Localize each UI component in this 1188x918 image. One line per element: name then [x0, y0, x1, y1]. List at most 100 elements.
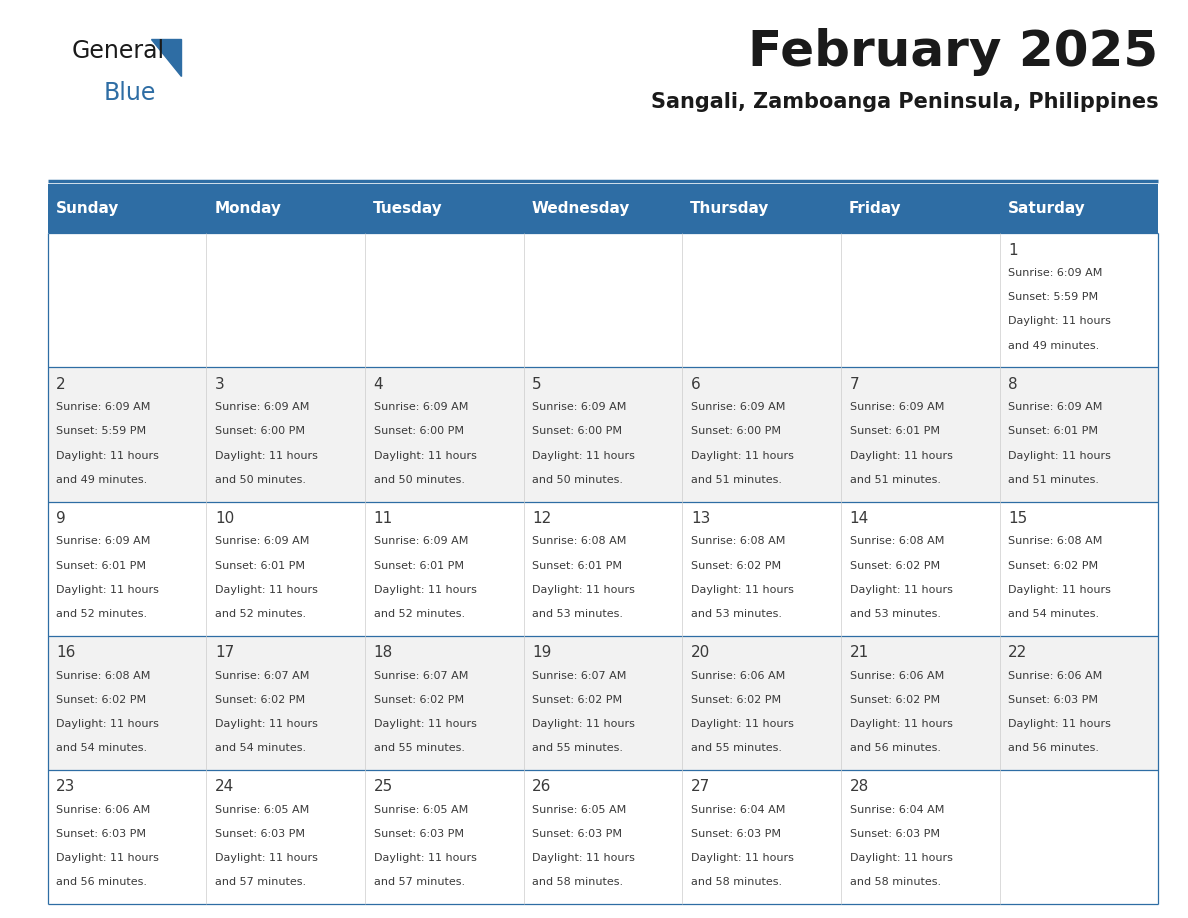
Text: Daylight: 11 hours: Daylight: 11 hours: [532, 451, 636, 461]
Text: 14: 14: [849, 511, 868, 526]
Text: Daylight: 11 hours: Daylight: 11 hours: [532, 853, 636, 863]
Text: Sunrise: 6:05 AM: Sunrise: 6:05 AM: [532, 805, 626, 815]
Text: Daylight: 11 hours: Daylight: 11 hours: [215, 585, 318, 595]
Bar: [682, 184, 841, 233]
Text: Monday: Monday: [214, 201, 282, 216]
Text: Daylight: 11 hours: Daylight: 11 hours: [373, 451, 476, 461]
Text: Sunrise: 6:09 AM: Sunrise: 6:09 AM: [691, 402, 785, 412]
Text: 17: 17: [215, 645, 234, 660]
Text: 4: 4: [373, 376, 384, 392]
Text: Daylight: 11 hours: Daylight: 11 hours: [56, 585, 159, 595]
Text: 19: 19: [532, 645, 551, 660]
Text: and 57 minutes.: and 57 minutes.: [373, 878, 465, 888]
Text: 7: 7: [849, 376, 859, 392]
Bar: [48, 233, 1158, 367]
Text: 2: 2: [56, 376, 65, 392]
Text: Blue: Blue: [103, 81, 156, 105]
Bar: [48, 367, 1158, 501]
Bar: [365, 184, 524, 233]
Text: Sunrise: 6:04 AM: Sunrise: 6:04 AM: [849, 805, 944, 815]
Text: Sunrise: 6:06 AM: Sunrise: 6:06 AM: [849, 671, 944, 681]
Text: Sunrise: 6:05 AM: Sunrise: 6:05 AM: [215, 805, 309, 815]
Text: Sunset: 6:01 PM: Sunset: 6:01 PM: [215, 561, 305, 571]
Text: and 52 minutes.: and 52 minutes.: [56, 609, 147, 619]
Bar: [48, 636, 1158, 770]
Text: Sunset: 6:03 PM: Sunset: 6:03 PM: [215, 829, 305, 839]
Text: and 51 minutes.: and 51 minutes.: [1009, 475, 1099, 485]
Text: Sunset: 6:02 PM: Sunset: 6:02 PM: [691, 695, 781, 705]
Text: and 51 minutes.: and 51 minutes.: [849, 475, 941, 485]
Text: and 58 minutes.: and 58 minutes.: [532, 878, 624, 888]
Text: Sunrise: 6:09 AM: Sunrise: 6:09 AM: [215, 536, 309, 546]
Text: Daylight: 11 hours: Daylight: 11 hours: [691, 853, 794, 863]
Text: Daylight: 11 hours: Daylight: 11 hours: [373, 853, 476, 863]
Text: Sunrise: 6:05 AM: Sunrise: 6:05 AM: [373, 805, 468, 815]
Text: Sunset: 6:02 PM: Sunset: 6:02 PM: [1009, 561, 1099, 571]
Text: and 54 minutes.: and 54 minutes.: [1009, 609, 1099, 619]
Text: 27: 27: [691, 779, 710, 794]
Text: Daylight: 11 hours: Daylight: 11 hours: [56, 719, 159, 729]
Text: and 50 minutes.: and 50 minutes.: [373, 475, 465, 485]
Bar: [999, 184, 1158, 233]
Text: and 56 minutes.: and 56 minutes.: [849, 744, 941, 753]
Text: and 55 minutes.: and 55 minutes.: [532, 744, 624, 753]
Text: Daylight: 11 hours: Daylight: 11 hours: [849, 451, 953, 461]
Text: 25: 25: [373, 779, 393, 794]
Text: Sunset: 6:02 PM: Sunset: 6:02 PM: [532, 695, 623, 705]
Text: Sunrise: 6:07 AM: Sunrise: 6:07 AM: [532, 671, 627, 681]
Bar: [48, 184, 207, 233]
Bar: [841, 184, 999, 233]
Text: and 58 minutes.: and 58 minutes.: [691, 878, 782, 888]
Text: Daylight: 11 hours: Daylight: 11 hours: [849, 585, 953, 595]
Text: Sunset: 6:01 PM: Sunset: 6:01 PM: [373, 561, 463, 571]
Text: Sunrise: 6:06 AM: Sunrise: 6:06 AM: [56, 805, 151, 815]
Text: Daylight: 11 hours: Daylight: 11 hours: [215, 719, 318, 729]
Text: 12: 12: [532, 511, 551, 526]
Text: Sunset: 6:02 PM: Sunset: 6:02 PM: [56, 695, 146, 705]
Text: Daylight: 11 hours: Daylight: 11 hours: [849, 719, 953, 729]
Text: Sunset: 6:01 PM: Sunset: 6:01 PM: [56, 561, 146, 571]
Text: 8: 8: [1009, 376, 1018, 392]
Text: 23: 23: [56, 779, 76, 794]
Text: Daylight: 11 hours: Daylight: 11 hours: [56, 853, 159, 863]
Text: and 53 minutes.: and 53 minutes.: [532, 609, 624, 619]
Text: and 53 minutes.: and 53 minutes.: [691, 609, 782, 619]
Text: Sunrise: 6:09 AM: Sunrise: 6:09 AM: [215, 402, 309, 412]
Polygon shape: [151, 39, 181, 76]
Text: Sunrise: 6:09 AM: Sunrise: 6:09 AM: [373, 536, 468, 546]
Text: Daylight: 11 hours: Daylight: 11 hours: [691, 451, 794, 461]
Text: General: General: [71, 39, 164, 63]
Text: Sunset: 6:02 PM: Sunset: 6:02 PM: [373, 695, 463, 705]
Text: Thursday: Thursday: [690, 201, 770, 216]
Text: Sunrise: 6:08 AM: Sunrise: 6:08 AM: [1009, 536, 1102, 546]
Text: Sunset: 6:00 PM: Sunset: 6:00 PM: [215, 427, 305, 436]
Text: Sunrise: 6:09 AM: Sunrise: 6:09 AM: [1009, 402, 1102, 412]
Text: Sunset: 6:02 PM: Sunset: 6:02 PM: [849, 561, 940, 571]
Bar: [524, 184, 682, 233]
Text: Sunset: 6:01 PM: Sunset: 6:01 PM: [532, 561, 623, 571]
Text: Sunset: 6:03 PM: Sunset: 6:03 PM: [691, 829, 781, 839]
Text: Sunset: 6:00 PM: Sunset: 6:00 PM: [691, 427, 781, 436]
Text: 24: 24: [215, 779, 234, 794]
Text: and 49 minutes.: and 49 minutes.: [56, 475, 147, 485]
Text: Sunrise: 6:09 AM: Sunrise: 6:09 AM: [1009, 268, 1102, 278]
Text: Daylight: 11 hours: Daylight: 11 hours: [56, 451, 159, 461]
Text: 26: 26: [532, 779, 551, 794]
Bar: [48, 501, 1158, 636]
Text: 13: 13: [691, 511, 710, 526]
Text: Sunset: 6:00 PM: Sunset: 6:00 PM: [532, 427, 623, 436]
Text: 9: 9: [56, 511, 67, 526]
Text: and 51 minutes.: and 51 minutes.: [691, 475, 782, 485]
Text: Sunset: 6:00 PM: Sunset: 6:00 PM: [373, 427, 463, 436]
Bar: [207, 184, 365, 233]
Text: and 52 minutes.: and 52 minutes.: [215, 609, 307, 619]
Text: Saturday: Saturday: [1007, 201, 1086, 216]
Text: Daylight: 11 hours: Daylight: 11 hours: [849, 853, 953, 863]
Text: Daylight: 11 hours: Daylight: 11 hours: [373, 719, 476, 729]
Text: Sunset: 6:02 PM: Sunset: 6:02 PM: [691, 561, 781, 571]
Text: 22: 22: [1009, 645, 1028, 660]
Text: Sunrise: 6:08 AM: Sunrise: 6:08 AM: [849, 536, 944, 546]
Text: and 52 minutes.: and 52 minutes.: [373, 609, 465, 619]
Text: Daylight: 11 hours: Daylight: 11 hours: [691, 719, 794, 729]
Text: Daylight: 11 hours: Daylight: 11 hours: [373, 585, 476, 595]
